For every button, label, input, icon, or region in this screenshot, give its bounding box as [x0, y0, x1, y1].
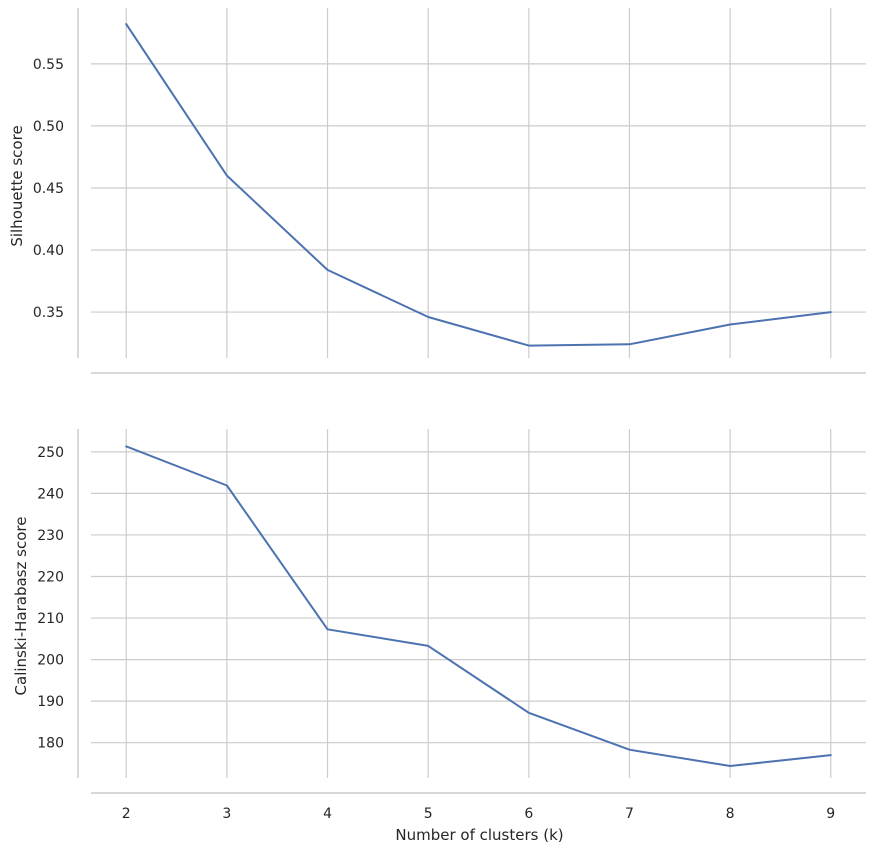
- calinski-harabasz-ytick-label: 250: [37, 445, 64, 461]
- calinski-harabasz-xtick-label: 2: [122, 806, 131, 822]
- calinski-harabasz-series-line: [125, 445, 832, 767]
- calinski-harabasz-xtick-label: 9: [826, 806, 835, 822]
- calinski-harabasz-xtick-label: 5: [424, 806, 433, 822]
- calinski-harabasz-panel: 180 190 200 210 220 230 240 250 2 3 4 5 6 7 8 9 Calinski…: [12, 429, 866, 844]
- calinski-harabasz-xtick-label: 7: [625, 806, 634, 822]
- calinski-harabasz-ytick-label: 190: [37, 694, 64, 710]
- silhouette-series-line: [125, 23, 832, 347]
- calinski-harabasz-xtick-label: 4: [323, 806, 332, 822]
- calinski-harabasz-ytick-label: 230: [37, 528, 64, 544]
- calinski-harabasz-ytick-label: 180: [37, 736, 64, 752]
- silhouette-ylabel: Silhouette score: [8, 125, 26, 246]
- calinski-harabasz-ytick-label: 200: [37, 653, 64, 669]
- calinski-harabasz-xtick-label: 6: [524, 806, 533, 822]
- calinski-harabasz-xlabel: Number of clusters (k): [395, 826, 563, 844]
- silhouette-ytick-label: 0.35: [33, 305, 64, 321]
- calinski-harabasz-ytick-label: 220: [37, 569, 64, 585]
- silhouette-ytick-label: 0.50: [33, 119, 64, 135]
- silhouette-panel: 0.35 0.40 0.45 0.50 0.55 Silhouette score: [8, 8, 866, 374]
- calinski-harabasz-xtick-label: 3: [222, 806, 231, 822]
- calinski-harabasz-ytick-label: 240: [37, 486, 64, 502]
- calinski-harabasz-xtick-label: 8: [726, 806, 735, 822]
- calinski-harabasz-ylabel: Calinski-Harabasz score: [12, 517, 30, 696]
- silhouette-ytick-label: 0.45: [33, 181, 64, 197]
- silhouette-ytick-label: 0.40: [33, 243, 64, 259]
- silhouette-ytick-label: 0.55: [33, 57, 64, 73]
- calinski-harabasz-ytick-label: 210: [37, 611, 64, 627]
